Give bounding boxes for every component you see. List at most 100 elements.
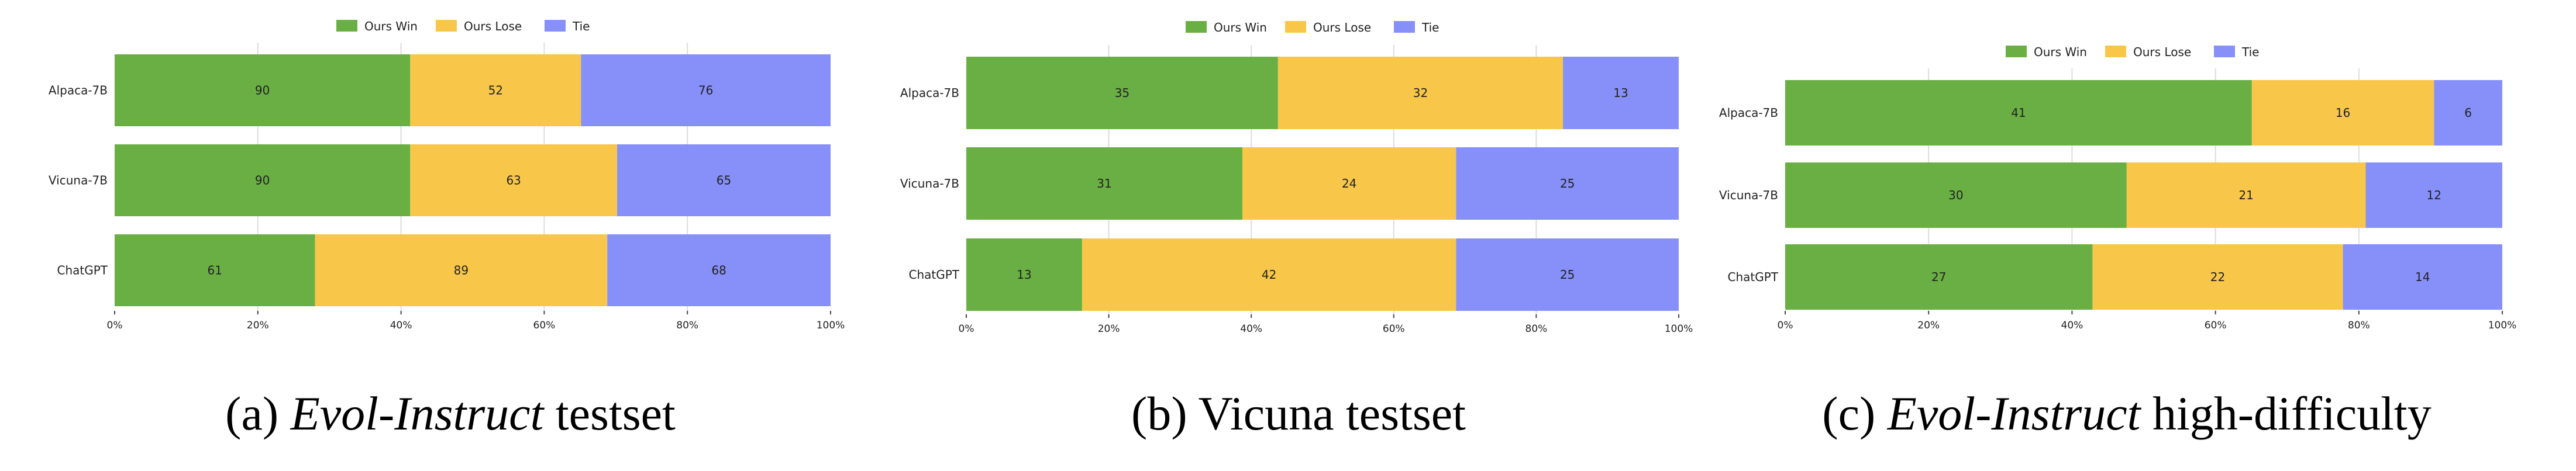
caption-prefix: (b) Vicuna testset xyxy=(1131,387,1466,440)
bar-value-label: 76 xyxy=(698,84,713,98)
bar-value-label: 89 xyxy=(454,264,469,278)
category-label: ChatGPT xyxy=(57,264,108,278)
bar-ours-win xyxy=(1785,162,2127,228)
bar-ours-lose xyxy=(410,144,618,216)
bar-tie xyxy=(607,234,831,306)
bar-tie xyxy=(581,54,831,126)
bar-value-label: 65 xyxy=(717,174,731,188)
legend-label: Ours Win xyxy=(364,19,418,33)
category-label: Vicuna-7B xyxy=(1719,188,1778,202)
legend-label: Tie xyxy=(572,19,590,33)
legend-swatch xyxy=(436,20,457,32)
bar-value-label: 14 xyxy=(2415,270,2430,284)
category-label: Vicuna-7B xyxy=(49,174,108,188)
bar-ours-win xyxy=(115,144,411,216)
chart-caption: (a) Evol-Instruct testset xyxy=(225,387,676,440)
bar-value-label: 90 xyxy=(255,174,270,188)
x-tick-label: 40% xyxy=(1240,323,1262,335)
caption-italic: Evol-Instruct xyxy=(1887,387,2142,440)
bar-value-label: 13 xyxy=(1017,268,1031,282)
category-label: Alpaca-7B xyxy=(49,84,108,98)
legend-label: Ours Win xyxy=(1214,20,1267,34)
bar-tie xyxy=(617,144,831,216)
bar-value-label: 63 xyxy=(506,174,521,188)
bar-tie xyxy=(2365,162,2502,228)
bar-value-label: 25 xyxy=(1560,176,1575,191)
bar-value-label: 41 xyxy=(2011,106,2026,120)
bar-ours-win xyxy=(966,238,1082,311)
bar-value-label: 90 xyxy=(255,84,270,98)
bar-ours-win xyxy=(115,54,411,126)
x-tick-label: 40% xyxy=(2061,320,2083,331)
bar-ours-lose xyxy=(1277,57,1563,129)
bar-value-label: 13 xyxy=(1613,86,1628,100)
bar-value-label: 52 xyxy=(488,84,503,98)
bar-tie xyxy=(1563,57,1679,129)
x-tick-label: 60% xyxy=(2205,320,2227,331)
caption-suffix: testset xyxy=(543,387,676,440)
chart-caption: (b) Vicuna testset xyxy=(1131,387,1466,440)
bar-value-label: 35 xyxy=(1115,86,1129,100)
legend-label: Ours Win xyxy=(2034,45,2087,59)
x-tick-label: 0% xyxy=(959,323,974,335)
bar-value-label: 25 xyxy=(1560,268,1575,282)
legend-swatch xyxy=(1394,21,1415,33)
bar-ours-win xyxy=(115,234,315,306)
x-tick-label: 20% xyxy=(1098,323,1120,335)
legend-label: Tie xyxy=(2241,45,2259,59)
x-tick-label: 20% xyxy=(1917,320,1940,331)
x-tick-label: 100% xyxy=(817,320,845,331)
bar-value-label: 30 xyxy=(1948,188,1963,202)
x-tick-label: 100% xyxy=(1665,323,1693,335)
chart-2: 35 32 13 Alpaca-7B 31 24 25 Vicuna-7B 13 42 25 Chat… xyxy=(900,20,1693,440)
caption-italic: Evol-Instruct xyxy=(290,387,545,440)
bar-ours-win xyxy=(1785,80,2252,146)
bar-tie xyxy=(1456,147,1679,220)
legend-label: Tie xyxy=(1421,20,1439,34)
x-tick-label: 60% xyxy=(1383,323,1405,335)
bar-ours-lose xyxy=(1242,147,1456,220)
legend-swatch xyxy=(545,20,566,32)
legend-label: Ours Lose xyxy=(464,19,522,33)
bar-value-label: 6 xyxy=(2464,106,2472,120)
category-label: Alpaca-7B xyxy=(900,86,959,100)
x-tick-label: 80% xyxy=(676,320,698,331)
legend-swatch xyxy=(1285,21,1306,33)
caption-prefix: (c) xyxy=(1822,387,1888,440)
bar-ours-win xyxy=(966,147,1242,220)
bar-ours-win xyxy=(966,57,1278,129)
category-label: Alpaca-7B xyxy=(1719,106,1778,120)
bar-ours-win xyxy=(1785,244,2093,310)
category-label: ChatGPT xyxy=(1727,270,1778,284)
bar-tie xyxy=(2434,80,2502,146)
bar-value-label: 21 xyxy=(2238,188,2253,202)
bar-value-label: 12 xyxy=(2427,188,2441,202)
legend-swatch xyxy=(2006,46,2027,57)
chart-3: 41 16 6 Alpaca-7B 30 21 12 Vicuna-7B 27 22 14 ChatG… xyxy=(1719,45,2516,440)
bar-ours-lose xyxy=(2092,244,2343,310)
bar-ours-lose xyxy=(1082,238,1456,311)
chart-caption: (c) Evol-Instruct high-difficulty xyxy=(1822,387,2431,440)
legend-swatch xyxy=(2105,46,2126,57)
x-tick-label: 100% xyxy=(2488,320,2517,331)
caption-prefix: (a) xyxy=(225,387,291,440)
x-tick-label: 40% xyxy=(390,320,412,331)
bar-value-label: 31 xyxy=(1097,176,1111,191)
x-tick-label: 0% xyxy=(1778,320,1793,331)
x-tick-label: 20% xyxy=(247,320,269,331)
bar-value-label: 24 xyxy=(1342,176,1356,191)
bar-value-label: 32 xyxy=(1413,86,1428,100)
bar-ours-lose xyxy=(315,234,608,306)
bar-value-label: 22 xyxy=(2210,270,2225,284)
bar-ours-lose xyxy=(2126,162,2366,228)
bar-tie xyxy=(2343,244,2502,310)
x-tick-label: 80% xyxy=(1525,323,1548,335)
bar-value-label: 16 xyxy=(2336,106,2350,120)
x-tick-label: 0% xyxy=(107,320,123,331)
category-label: Vicuna-7B xyxy=(900,176,959,191)
legend-label: Ours Lose xyxy=(2133,45,2191,59)
legend-label: Ours Lose xyxy=(1313,20,1371,34)
x-tick-label: 80% xyxy=(2348,320,2370,331)
bar-value-label: 27 xyxy=(1931,270,1946,284)
